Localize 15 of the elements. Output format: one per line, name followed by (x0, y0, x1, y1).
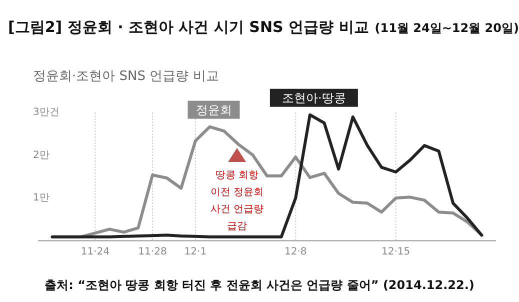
y-tick-label: 3만건 (33, 107, 60, 118)
y-tick-label: 1만 (33, 192, 50, 204)
x-tick-label: 12·15 (381, 246, 410, 258)
chart-title: [그림2] 정윤회 · 조현아 사건 시기 SNS 언급량 비교 (8, 18, 369, 36)
x-tick-label: 11·28 (138, 246, 167, 258)
x-tick-label: 11·24 (80, 246, 110, 258)
y-tick-label: 2만 (33, 150, 50, 161)
series-label: 정윤회 (196, 102, 232, 117)
chart-subtitle: (11월 24일~12월 20일) (374, 21, 519, 35)
x-tick-label: 12·8 (284, 246, 307, 258)
source-note: 출처: “조현아 땅콩 회항 터진 후 전윤회 사건은 언급량 줄어” (2014.12.22.) (44, 278, 474, 292)
text: 정윤회·조현아 SNS 언급량 비교 (33, 69, 219, 84)
series-label: 조현아·땅콩 (282, 90, 346, 105)
annotation: 땅콩 회항 이전 정윤회 사건 언급량 급감 (210, 170, 264, 232)
x-tick-label: 12·1 (184, 246, 207, 258)
